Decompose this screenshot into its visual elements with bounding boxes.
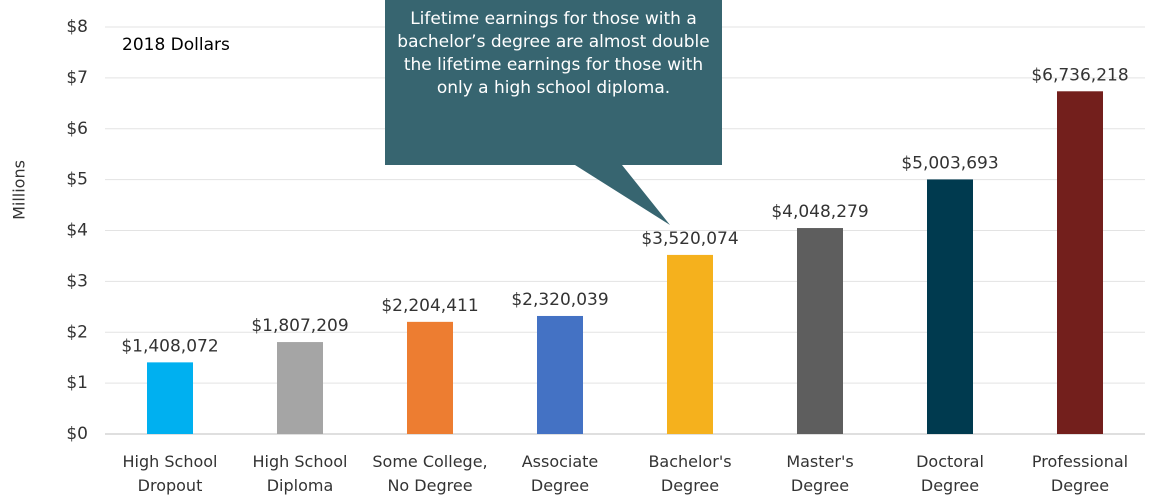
x-tick-label: Master's Degree [786, 452, 854, 495]
bar [927, 179, 973, 434]
y-tick-label: $8 [66, 17, 88, 37]
value-label: $4,048,279 [771, 202, 868, 222]
y-tick-label: $7 [66, 68, 88, 88]
x-tick-label: Bachelor's Degree [648, 452, 732, 495]
value-label: $5,003,693 [901, 153, 998, 173]
value-label: $1,807,209 [251, 316, 348, 336]
bar [277, 342, 323, 434]
annotation: Lifetime earnings for those with a bache… [397, 9, 710, 98]
y-tick-label: $0 [66, 424, 88, 444]
y-tick-label: $5 [66, 170, 88, 190]
x-tick-label: High School Diploma [252, 452, 348, 495]
x-tick-label: Professional Degree [1031, 452, 1129, 495]
bar [667, 254, 713, 434]
y-tick-label: $1 [66, 373, 88, 393]
bar [1057, 91, 1103, 434]
x-tick-label: High School Dropout [122, 452, 218, 495]
value-label: $1,408,072 [121, 336, 218, 356]
value-label: $2,320,039 [511, 290, 608, 310]
bar [147, 362, 193, 434]
y-axis-label: Millions [10, 160, 29, 220]
y-tick-label: $6 [66, 119, 88, 139]
bar [407, 321, 453, 434]
y-tick-label: $2 [66, 322, 88, 342]
value-label: $3,520,074 [641, 229, 738, 249]
bar [797, 228, 843, 434]
x-tick-label: Doctoral Degree [916, 452, 984, 495]
y-tick-label: $4 [66, 221, 88, 241]
subtitle: 2018 Dollars [122, 35, 230, 55]
x-tick-label: Associate Degree [521, 452, 599, 495]
value-label: $2,204,411 [381, 296, 478, 316]
bar [537, 315, 583, 434]
x-tick-label: Some College, No Degree [372, 452, 488, 495]
callout-box [385, 0, 722, 225]
y-tick-label: $3 [66, 271, 88, 291]
value-label: $6,736,218 [1031, 65, 1128, 85]
